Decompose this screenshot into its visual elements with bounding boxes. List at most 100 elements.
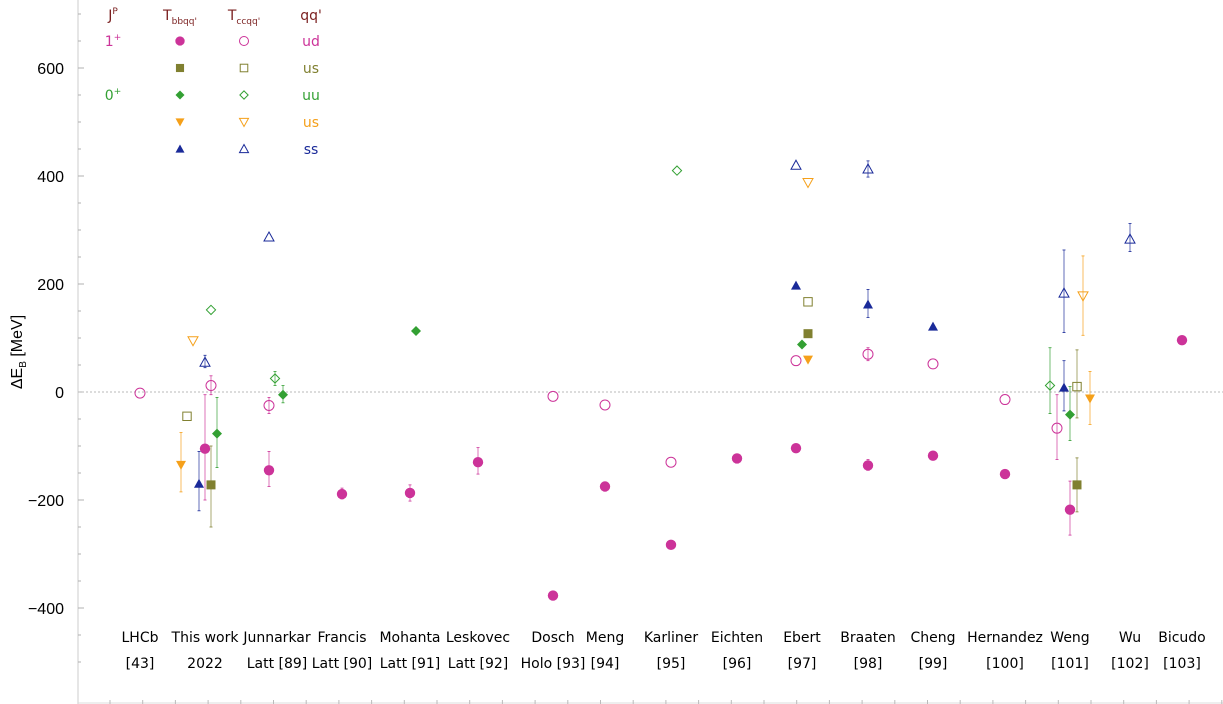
data-point-ss-bbqq: [928, 321, 938, 331]
legend-marker-filled: [175, 90, 185, 100]
data-point-ud-bbqq: [790, 442, 802, 454]
data-point-ss-bbqq: [791, 280, 801, 290]
data-point-ss-ccqq: [862, 162, 874, 174]
legend-marker-open: [238, 143, 250, 154]
reference-axis: [78, 700, 1223, 704]
data-point-uu-bbqq: [411, 325, 421, 336]
data-point-ud-bbqq: [1176, 334, 1188, 346]
legend-header-qq: qq': [300, 8, 322, 24]
data-point-ud-bbqq: [927, 450, 939, 461]
data-point-ud-bbqq: [1064, 504, 1076, 515]
legend-jp-label: 0+: [105, 87, 121, 104]
data-point-us-ccqq: [1072, 381, 1082, 392]
data-point-us-bbqq: [206, 480, 216, 490]
data-point-ud-bbqq: [547, 590, 559, 601]
reference-name: LHCb: [122, 630, 159, 646]
legend-header-tbbqq: Tbbqq': [162, 8, 197, 27]
reference-citation: Latt [92]: [448, 656, 509, 672]
reference-name: Dosch: [531, 630, 574, 646]
legend-header-tccqq: Tccqq': [227, 8, 260, 27]
reference-name: Ebert: [783, 630, 821, 646]
reference-name: Meng: [586, 630, 624, 646]
data-point-us_s-bbqq: [176, 460, 186, 470]
data-point-ss-ccqq: [263, 230, 275, 242]
data-point-ud-bbqq: [336, 488, 348, 500]
data-point-ud-ccqq: [134, 387, 146, 399]
reference-name: Braaten: [840, 630, 896, 646]
reference-citation: [102]: [1111, 656, 1149, 672]
data-point-ud-ccqq: [205, 380, 217, 392]
data-point-ud-ccqq: [862, 348, 874, 360]
reference-citation: [103]: [1163, 656, 1201, 672]
data-point-uu-ccqq: [1044, 380, 1056, 391]
data-point-ud-bbqq: [199, 443, 211, 454]
data-point-ud-bbqq: [999, 468, 1011, 480]
data-point-us-bbqq: [1072, 480, 1082, 490]
data-point-uu-ccqq: [671, 165, 683, 176]
reference-name: Karliner: [644, 630, 699, 646]
data-point-uu-bbqq: [278, 389, 288, 400]
legend-qq-label: ud: [302, 34, 320, 50]
legend-marker-open: [239, 36, 249, 46]
data-point-ud-ccqq: [547, 390, 559, 402]
data-point-ud-ccqq: [599, 399, 611, 411]
data-point-ud-bbqq: [263, 465, 275, 476]
reference-name: Junnarkar: [242, 630, 311, 646]
legend-qq-label: us: [303, 115, 319, 131]
reference-citation: [95]: [657, 656, 686, 672]
data-point-us_s-bbqq: [803, 355, 813, 365]
legend-qq-label: ss: [304, 142, 319, 158]
error-bars: [179, 160, 1132, 536]
data-point-ss-ccqq: [1058, 287, 1070, 298]
data-point-us_s-ccqq: [187, 336, 199, 347]
data-point-uu-ccqq: [269, 373, 281, 384]
data-point-ud-ccqq: [790, 355, 802, 367]
y-tick-label: 600: [37, 61, 64, 78]
data-point-ss-bbqq: [1059, 382, 1069, 392]
reference-citation: Latt [89]: [247, 656, 308, 672]
data-point-ud-bbqq: [404, 487, 416, 499]
y-tick-label: 400: [37, 169, 64, 186]
data-point-ss-ccqq: [1124, 233, 1136, 244]
data-point-us-ccqq: [803, 297, 813, 307]
data-point-ud-bbqq: [599, 481, 611, 492]
data-point-ud-ccqq: [665, 456, 677, 468]
data-point-ud-ccqq: [1051, 422, 1063, 434]
y-axis-title: ΔEB [MeV]: [9, 315, 29, 389]
data-points: [134, 159, 1188, 601]
reference-citation: 2022: [187, 656, 223, 672]
reference-citation: Latt [90]: [312, 656, 373, 672]
legend-qq-label: uu: [302, 88, 320, 104]
reference-citation: [97]: [788, 656, 817, 672]
data-point-ud-bbqq: [731, 453, 743, 464]
reference-name: Bicudo: [1158, 630, 1206, 646]
legend-marker-filled: [175, 144, 185, 153]
legend-marker-filled: [175, 36, 185, 46]
data-point-us_s-ccqq: [1077, 291, 1089, 302]
y-tick-label: 200: [37, 277, 64, 294]
reference-name: Francis: [317, 630, 366, 646]
reference-name: Wu: [1119, 630, 1141, 646]
legend-marker-open: [239, 90, 249, 100]
data-point-ss-bbqq: [863, 299, 873, 309]
data-point-us-bbqq: [803, 329, 813, 339]
reference-name: Eichten: [711, 630, 763, 646]
data-point-ud-bbqq: [472, 457, 484, 468]
data-point-uu-ccqq: [205, 304, 217, 316]
y-axis-label: ΔEB [MeV]: [9, 315, 29, 389]
reference-citation: [94]: [591, 656, 620, 672]
reference-citation: [99]: [919, 656, 948, 672]
reference-citation: [43]: [126, 656, 155, 672]
reference-name: Leskovec: [446, 630, 510, 646]
data-point-us_s-bbqq: [1085, 394, 1095, 404]
data-point-us-ccqq: [182, 411, 192, 422]
reference-name: Weng: [1050, 630, 1089, 646]
reference-name: This work: [171, 630, 240, 646]
data-point-uu-bbqq: [212, 428, 222, 439]
reference-citation: [101]: [1051, 656, 1089, 672]
legend-jp-label: 1+: [105, 33, 121, 50]
data-point-ud-bbqq: [665, 539, 677, 551]
reference-name: Cheng: [910, 630, 955, 646]
reference-labels: LHCb [43] This work 2022 Junnarkar Latt [89] F…: [122, 630, 1206, 672]
